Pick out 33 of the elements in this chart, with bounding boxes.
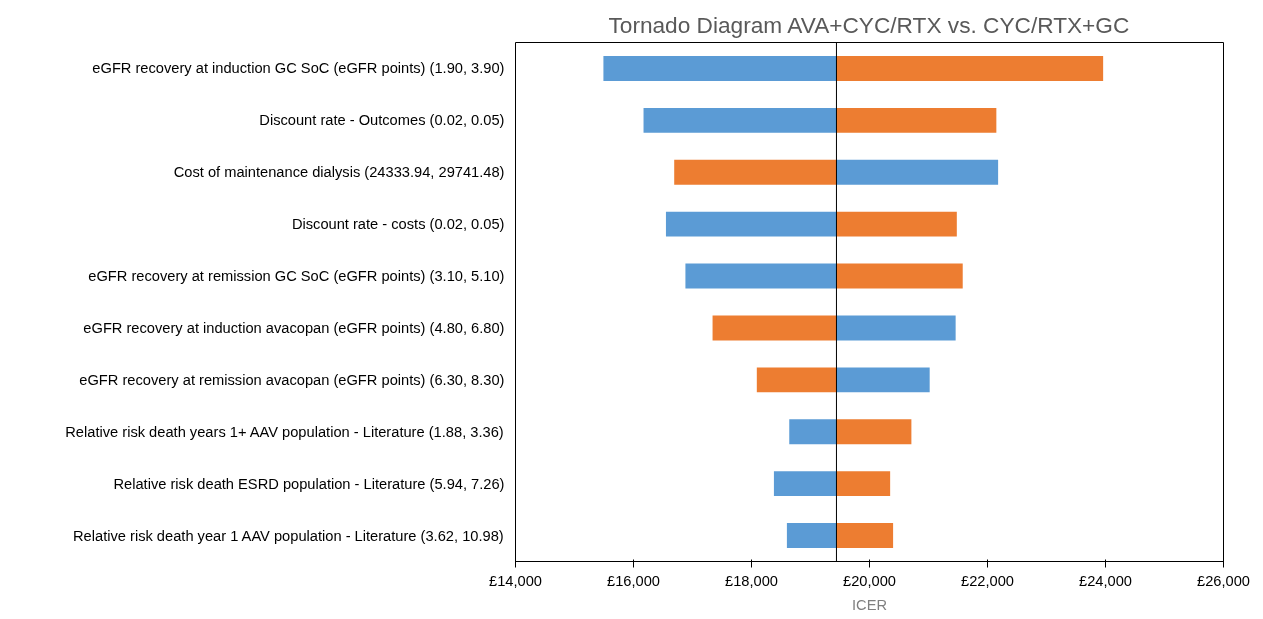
x-tick-label: £24,000 bbox=[1079, 572, 1132, 589]
y-tick-label: eGFR recovery at induction avacopan (eGFR points) (4.80, 6.80) bbox=[83, 319, 505, 336]
y-tick-label: Discount rate - costs (0.02, 0.05) bbox=[291, 216, 505, 233]
bar bbox=[836, 523, 894, 549]
x-tick-label: £22,000 bbox=[961, 572, 1014, 589]
x-tick-label: £26,000 bbox=[1197, 572, 1250, 589]
x-tick-label: £16,000 bbox=[607, 572, 660, 589]
bar bbox=[786, 523, 837, 549]
x-tick-label: £18,000 bbox=[725, 572, 778, 589]
bar bbox=[643, 107, 837, 133]
bar bbox=[836, 107, 997, 133]
bar bbox=[836, 263, 963, 289]
chart-title: Tornado Diagram AVA+CYC/RTX vs. CYC/RTX+GC bbox=[608, 11, 1130, 38]
y-tick-label: eGFR recovery at induction GC SoC (eGFR points) (1.90, 3.90) bbox=[92, 60, 505, 77]
x-tick-label: £20,000 bbox=[843, 572, 896, 589]
bar bbox=[836, 471, 891, 497]
y-tick-label: eGFR recovery at remission avacopan (eGFR points) (6.30, 8.30) bbox=[79, 371, 505, 388]
bar bbox=[836, 419, 912, 445]
y-tick-label: Relative risk death years 1+ AAV population - Literature (1.88, 3.36) bbox=[65, 423, 504, 440]
y-tick-label: Discount rate - Outcomes (0.02, 0.05) bbox=[259, 112, 505, 129]
bar bbox=[665, 211, 837, 237]
x-axis-title: ICER bbox=[851, 596, 888, 613]
y-tick-label: Cost of maintenance dialysis (24333.94, 29741.48) bbox=[173, 164, 505, 181]
y-tick-label: eGFR recovery at remission GC SoC (eGFR points) (3.10, 5.10) bbox=[88, 268, 505, 285]
bar bbox=[836, 211, 957, 237]
bar bbox=[603, 55, 837, 81]
bar bbox=[836, 55, 1104, 81]
y-tick-label: Relative risk death ESRD population - Literature (5.94, 7.26) bbox=[113, 475, 505, 492]
bar bbox=[789, 419, 837, 445]
y-tick-label: Relative risk death year 1 AAV population - Literature (3.62, 10.98) bbox=[72, 527, 504, 544]
x-tick-label: £14,000 bbox=[489, 572, 542, 589]
bar bbox=[685, 263, 837, 289]
bar bbox=[773, 471, 837, 497]
